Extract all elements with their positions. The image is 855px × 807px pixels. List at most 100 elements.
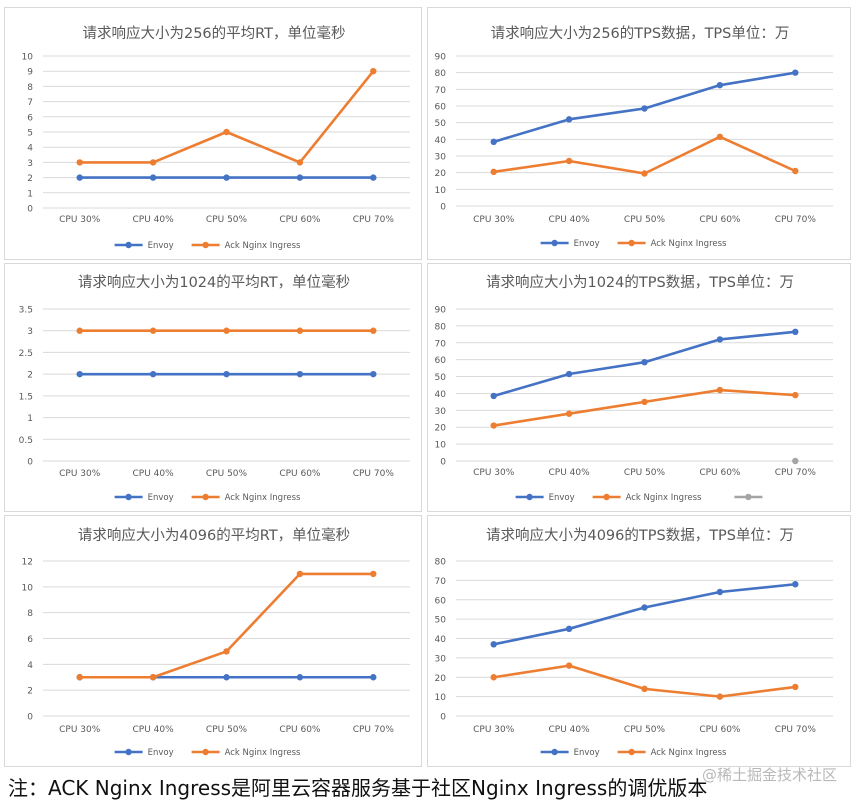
data-point <box>641 685 648 693</box>
y-tick-label: 2 <box>27 371 33 381</box>
data-point <box>716 81 724 89</box>
chart-rt-256: 请求响应大小为256的平均RT，单位毫秒 0 1 2 3 4 5 6 7 8 9 10 CPU 30% C… <box>4 7 422 260</box>
chart-rt-4096: 请求响应大小为4096的平均RT，单位毫秒 0 2 4 6 8 10 12 CPU 30% CPU… <box>4 515 422 767</box>
y-tick-label: 0 <box>27 713 33 723</box>
x-tick-label: CPU 30% <box>59 215 101 225</box>
y-tick-label: 40 <box>435 136 447 146</box>
data-point <box>490 392 497 400</box>
x-tick-label: CPU 40% <box>133 725 175 735</box>
series-line-1 <box>493 582 796 646</box>
data-point <box>641 604 648 611</box>
legend-label: Envoy <box>574 748 600 758</box>
legend-marker <box>202 493 209 501</box>
y-tick-label: 6 <box>27 635 33 645</box>
y-tick-label: 8 <box>27 83 33 93</box>
data-point <box>565 157 573 165</box>
data-point <box>370 674 377 681</box>
y-tick-label: 3.5 <box>19 306 33 316</box>
legend-label: Ack Nginx Ingress <box>225 493 301 503</box>
legend-marker <box>551 239 558 247</box>
data-point <box>149 159 157 166</box>
x-tick-label: CPU 60% <box>699 468 741 478</box>
x-tick-label: CPU 30% <box>473 725 515 735</box>
x-tick-label: CPU 60% <box>699 215 741 225</box>
chart-rt-4096-svg: 请求响应大小为4096的平均RT，单位毫秒 0 2 4 6 8 10 12 CPU 30% CPU… <box>22 526 410 758</box>
y-tick-label: 2.5 <box>19 349 33 359</box>
legend-marker <box>745 493 752 501</box>
y-tick-label: 10 <box>435 186 447 196</box>
y-tick-label: 30 <box>435 153 447 163</box>
x-tick-label: CPU 40% <box>549 215 591 225</box>
data-point <box>223 370 230 378</box>
x-tick-label: CPU 40% <box>549 725 591 735</box>
data-point <box>296 327 304 334</box>
data-point <box>490 422 497 429</box>
data-point <box>296 370 304 378</box>
chart-rt-1024-svg: 请求响应大小为1024的平均RT，单位毫秒 0 0.5 1 1.5 2 2.5 3 3.5 CPU… <box>19 273 410 503</box>
x-tick-label: CPU 70% <box>353 725 395 735</box>
chart-tps-1024: 请求响应大小为1024的TPS数据，TPS单位：万 0 10 20 30 40 50 60 70… <box>427 263 851 512</box>
data-point <box>296 174 304 181</box>
legend-label: Envoy <box>148 493 174 503</box>
y-tick-label: 0.5 <box>19 436 33 446</box>
legend-label: Envoy <box>574 239 600 249</box>
y-tick-label: 50 <box>435 616 447 626</box>
data-point <box>370 174 377 181</box>
data-point <box>565 410 573 417</box>
y-tick-label: 1 <box>27 414 33 424</box>
data-point <box>792 391 799 399</box>
y-tick-label: 70 <box>435 339 447 349</box>
data-point <box>296 570 304 578</box>
data-point <box>641 170 648 177</box>
watermark: @稀土掘金技术社区 <box>701 766 837 784</box>
data-point <box>76 327 83 334</box>
data-point <box>296 159 304 166</box>
y-tick-label: 5 <box>27 129 33 139</box>
data-point <box>76 174 83 181</box>
legend-label: Ack Nginx Ingress <box>651 239 727 249</box>
x-tick-label: CPU 30% <box>59 725 101 735</box>
x-tick-label: CPU 50% <box>624 725 666 735</box>
data-point <box>792 69 799 76</box>
x-tick-label: CPU 40% <box>549 468 591 478</box>
chart-tps-4096-svg: 请求响应大小为4096的TPS数据，TPS单位：万 0 10 20 30 40 50 60 70… <box>435 526 833 758</box>
series-line-2 <box>493 135 796 175</box>
y-tick-label: 4 <box>27 661 33 671</box>
y-tick-label: 30 <box>435 407 447 417</box>
data-point <box>641 105 648 112</box>
chart-tps-256: 请求响应大小为256的TPS数据，TPS单位：万 0 10 20 30 40 50 60 70 8… <box>427 7 851 260</box>
data-point <box>716 386 724 394</box>
data-point <box>792 328 799 335</box>
x-tick-label: CPU 70% <box>775 725 817 735</box>
data-point <box>716 133 724 141</box>
chart-title: 请求响应大小为4096的TPS数据，TPS单位：万 <box>486 526 794 544</box>
chart-title: 请求响应大小为1024的平均RT，单位毫秒 <box>78 273 350 291</box>
y-tick-label: 9 <box>27 68 33 78</box>
x-tick-label: CPU 50% <box>624 468 666 478</box>
y-tick-label: 0 <box>440 458 446 468</box>
data-point <box>716 693 724 700</box>
x-tick-label: CPU 40% <box>133 469 175 479</box>
y-tick-label: 60 <box>435 596 447 606</box>
chart-title: 请求响应大小为1024的TPS数据，TPS单位：万 <box>486 273 794 291</box>
x-tick-label: CPU 40% <box>133 215 175 225</box>
legend-label: Ack Nginx Ingress <box>651 748 727 758</box>
data-point <box>490 674 497 681</box>
data-point <box>223 174 230 181</box>
y-tick-label: 2 <box>27 174 33 184</box>
data-point <box>223 327 230 334</box>
y-tick-label: 1 <box>27 189 33 199</box>
legend-marker <box>551 748 558 756</box>
y-tick-label: 10 <box>435 693 447 703</box>
x-tick-label: CPU 50% <box>206 215 248 225</box>
legend-marker <box>125 748 132 756</box>
x-tick-label: CPU 50% <box>206 469 248 479</box>
chart-tps-256-svg: 请求响应大小为256的TPS数据，TPS单位：万 0 10 20 30 40 50 60 70 8… <box>435 24 833 249</box>
legend-marker <box>628 239 635 247</box>
data-point <box>370 370 377 378</box>
x-tick-label: CPU 70% <box>353 215 395 225</box>
data-point <box>149 174 157 181</box>
legend-marker <box>628 748 635 756</box>
data-point <box>223 648 230 655</box>
data-point <box>370 327 377 334</box>
